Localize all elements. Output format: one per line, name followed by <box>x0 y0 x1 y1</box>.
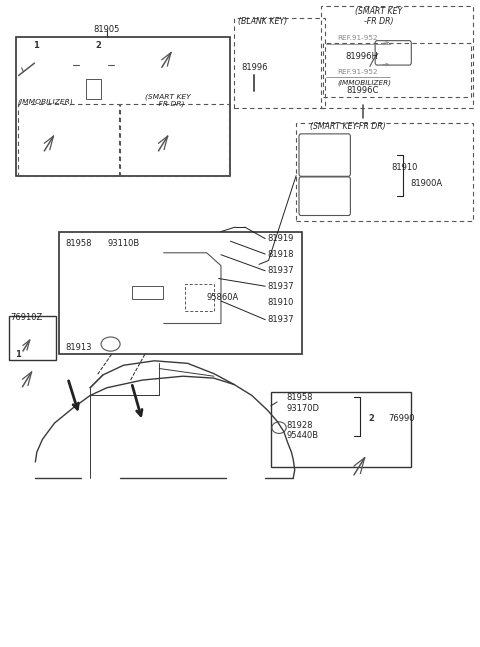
Text: 95860A: 95860A <box>207 293 239 302</box>
Text: 81918: 81918 <box>267 250 294 259</box>
Text: 81905: 81905 <box>94 25 120 34</box>
Text: (IMMOBILIZER): (IMMOBILIZER) <box>337 80 392 86</box>
Text: 81996: 81996 <box>241 63 267 72</box>
Bar <box>296 123 473 221</box>
Text: 81996C: 81996C <box>347 86 379 95</box>
Bar <box>321 6 473 107</box>
Text: 81919: 81919 <box>267 234 294 243</box>
Bar <box>323 43 471 97</box>
Text: 2: 2 <box>368 414 374 423</box>
Text: 81910: 81910 <box>391 164 418 173</box>
Text: 81910: 81910 <box>267 298 294 307</box>
Bar <box>234 17 324 107</box>
Text: REF.91-952: REF.91-952 <box>338 69 378 74</box>
Text: REF.91-952: REF.91-952 <box>338 35 378 41</box>
Text: 76990: 76990 <box>388 414 415 423</box>
Text: 81996H: 81996H <box>346 52 379 61</box>
Text: 81928: 81928 <box>287 421 313 430</box>
Text: 81937: 81937 <box>267 267 294 275</box>
Bar <box>59 232 302 355</box>
Bar <box>120 104 228 175</box>
Bar <box>9 316 56 360</box>
Text: 81937: 81937 <box>267 315 294 324</box>
Text: 2: 2 <box>95 41 101 50</box>
Text: 81958: 81958 <box>65 239 92 248</box>
Text: 81937: 81937 <box>267 281 294 291</box>
Text: 93110B: 93110B <box>108 239 140 248</box>
Text: 81913: 81913 <box>65 344 92 353</box>
Text: 93170D: 93170D <box>287 404 320 413</box>
Text: (SMART KEY
-FR DR): (SMART KEY -FR DR) <box>355 6 403 26</box>
Bar <box>185 283 214 311</box>
Text: (SMART KEY
  -FR DR): (SMART KEY -FR DR) <box>145 93 191 107</box>
Bar <box>85 79 101 98</box>
Text: (SMART KEY-FR DR): (SMART KEY-FR DR) <box>310 122 385 131</box>
Text: 76910Z: 76910Z <box>11 313 43 322</box>
Text: (BLANK KEY): (BLANK KEY) <box>238 17 288 26</box>
Bar <box>271 391 411 468</box>
Text: 81900A: 81900A <box>410 179 443 188</box>
Bar <box>16 38 230 175</box>
Text: 1: 1 <box>34 41 39 50</box>
Bar <box>18 104 119 175</box>
Bar <box>132 286 163 299</box>
Text: (IMMOBILIZER): (IMMOBILIZER) <box>17 98 73 105</box>
Text: 81958: 81958 <box>287 393 313 402</box>
Text: 1: 1 <box>15 350 21 359</box>
Text: 95440B: 95440B <box>287 432 319 441</box>
